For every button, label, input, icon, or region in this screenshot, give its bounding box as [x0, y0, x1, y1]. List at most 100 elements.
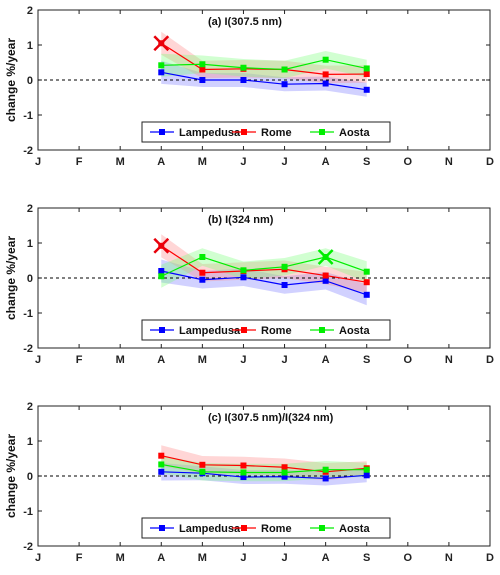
series-line-lampedusa: [161, 270, 367, 296]
data-point-lampedusa: [363, 472, 370, 479]
x-tick-label: A: [157, 354, 165, 366]
data-point-lampedusa: [363, 86, 370, 93]
x-tick-label: A: [157, 156, 165, 168]
x-tick-label: J: [281, 354, 287, 366]
y-tick-label: 0: [27, 471, 33, 483]
panel-title: (a) I(307.5 nm): [208, 16, 282, 28]
y-tick-label: -1: [23, 308, 33, 320]
data-point-lampedusa: [240, 474, 247, 481]
y-tick-label: -2: [23, 541, 33, 553]
data-point-aosta: [363, 466, 370, 473]
x-tick-label: F: [76, 354, 83, 366]
legend-label: Rome: [261, 127, 292, 139]
data-point-rome: [322, 272, 329, 279]
y-axis-label: change %/year: [4, 236, 18, 320]
legend-box: [141, 319, 391, 341]
legend-label: Lampedusa: [179, 325, 241, 337]
data-point-aosta: [158, 273, 165, 280]
data-point-lampedusa: [281, 282, 288, 288]
data-point-lampedusa: [322, 277, 329, 284]
data-point-aosta: [199, 468, 206, 475]
data-point-lampedusa: [158, 69, 165, 76]
panel-title: (b) I(324 nm): [208, 214, 274, 226]
data-point-rome: [199, 269, 206, 276]
x-tick-label: J: [240, 552, 246, 564]
y-axis-label: change %/year: [4, 38, 18, 122]
legend-label: Lampedusa: [179, 127, 241, 139]
data-point-aosta: [158, 62, 165, 69]
data-point-aosta: [199, 61, 206, 68]
legend-swatch-marker: [241, 129, 247, 135]
legend-label: Rome: [261, 523, 292, 535]
band-lampedusa: [161, 60, 367, 97]
x-tick-label: F: [76, 552, 83, 564]
legend-swatch-marker: [319, 327, 325, 333]
data-point-aosta: [281, 263, 288, 270]
series-line-rome: [161, 455, 367, 473]
data-point-aosta: [322, 466, 329, 473]
x-tick-label: J: [240, 354, 246, 366]
data-point-lampedusa: [363, 291, 370, 298]
band-lampedusa: [161, 463, 367, 486]
y-tick-label: 2: [27, 401, 33, 413]
legend-swatch-marker: [241, 327, 247, 333]
y-tick-label: -1: [23, 506, 33, 518]
series-line-aosta: [161, 463, 367, 474]
x-tick-label: N: [445, 552, 453, 564]
legend-swatch-marker: [159, 327, 165, 333]
x-tick-label: D: [486, 552, 494, 564]
y-tick-label: 0: [27, 75, 33, 87]
y-tick-label: -1: [23, 110, 33, 122]
x-tick-label: O: [404, 354, 413, 366]
y-tick-label: -2: [23, 145, 33, 157]
legend-swatch-marker: [159, 525, 165, 531]
x-tick-label: J: [281, 156, 287, 168]
data-point-aosta: [322, 56, 329, 63]
x-tick-label: D: [486, 156, 494, 168]
y-tick-label: 2: [27, 203, 33, 215]
data-point-rome: [322, 71, 329, 78]
legend-label: Aosta: [339, 523, 370, 535]
legend-label: Lampedusa: [179, 523, 241, 535]
y-tick-label: 0: [27, 273, 33, 285]
data-point-rome: [240, 462, 247, 469]
series-line-lampedusa: [161, 471, 367, 480]
x-tick-label: S: [363, 552, 370, 564]
x-tick-label: A: [157, 552, 165, 564]
legend-box: [141, 121, 391, 143]
x-tick-label: J: [35, 354, 41, 366]
data-point-rome: [199, 66, 206, 73]
data-point-aosta: [363, 268, 370, 275]
data-point-aosta: [281, 469, 288, 476]
x-tick-label: M: [116, 354, 125, 366]
legend-swatch-marker: [241, 525, 247, 531]
data-point-lampedusa: [199, 276, 206, 283]
y-tick-label: -2: [23, 343, 33, 355]
significance-marker: [153, 35, 170, 52]
data-point-rome: [158, 452, 165, 459]
data-point-lampedusa: [240, 77, 247, 83]
x-tick-label: S: [363, 354, 370, 366]
data-point-lampedusa: [281, 473, 288, 480]
legend-label: Aosta: [339, 127, 370, 139]
series-line-lampedusa: [161, 71, 367, 91]
x-tick-label: O: [404, 552, 413, 564]
data-point-aosta: [158, 461, 165, 468]
x-tick-label: F: [76, 156, 83, 168]
legend-swatch-marker: [319, 525, 325, 531]
data-point-lampedusa: [322, 475, 329, 482]
x-tick-label: S: [363, 156, 370, 168]
y-tick-label: 1: [27, 436, 33, 448]
legend-swatch-marker: [159, 129, 165, 135]
x-tick-label: J: [35, 156, 41, 168]
data-point-aosta: [281, 66, 288, 73]
x-tick-label: M: [198, 552, 207, 564]
legend-label: Aosta: [339, 325, 370, 337]
data-point-aosta: [240, 267, 247, 274]
y-axis-label: change %/year: [4, 434, 18, 518]
panel-title: (c) I(307.5 nm)/I(324 nm): [208, 412, 334, 424]
x-tick-label: A: [322, 156, 330, 168]
